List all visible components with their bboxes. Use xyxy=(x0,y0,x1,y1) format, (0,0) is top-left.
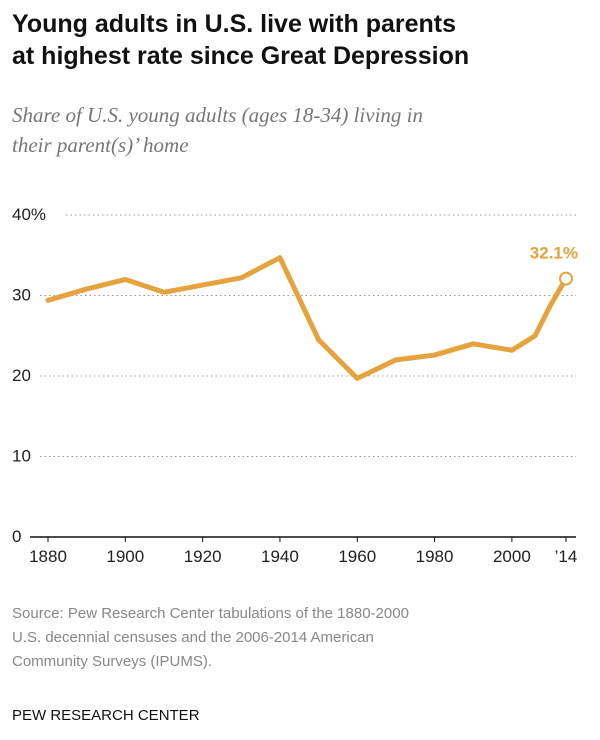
y-tick-label: 40% xyxy=(12,205,46,224)
y-tick-label: 30 xyxy=(12,286,31,305)
data-line xyxy=(45,255,569,381)
x-tick-label: 1920 xyxy=(184,547,222,566)
data-label: 32.1% xyxy=(530,244,578,263)
x-tick-label: 2000 xyxy=(493,547,531,566)
footer: PEW RESEARCH CENTER xyxy=(12,707,200,724)
end-point xyxy=(559,271,573,286)
y-tick-label: 20 xyxy=(12,366,31,385)
chart-title: Young adults in U.S. live with parents xyxy=(12,10,456,38)
source-note: Community Surveys (IPUMS). xyxy=(12,653,212,670)
x-tick-label: ’14 xyxy=(555,547,578,566)
x-tick-label: 1940 xyxy=(261,547,299,566)
y-tick-label: 0 xyxy=(12,527,21,546)
x-tick-label: 1960 xyxy=(338,547,376,566)
x-tick-label: 1900 xyxy=(106,547,144,566)
source-note: U.S. decennial censuses and the 2006-201… xyxy=(12,629,374,646)
chart-title: at highest rate since Great Depression xyxy=(12,42,469,70)
source-note: Source: Pew Research Center tabulations … xyxy=(12,605,409,622)
chart-subtitle: their parent(s)’ home xyxy=(12,133,189,157)
chart-subtitle: Share of U.S. young adults (ages 18-34) … xyxy=(12,103,423,127)
x-tick-label: 1880 xyxy=(29,547,67,566)
x-tick-label: 1980 xyxy=(416,547,454,566)
y-tick-label: 10 xyxy=(12,447,31,466)
